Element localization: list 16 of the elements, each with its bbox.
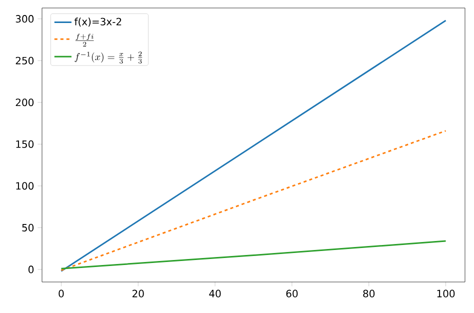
y-tick-label: 50 xyxy=(22,224,34,232)
x-tick-label: 20 xyxy=(132,290,144,298)
y-tick-label: 150 xyxy=(16,140,34,148)
x-tick-label: 40 xyxy=(209,290,221,298)
y-tick-label: 200 xyxy=(16,98,34,106)
x-tick-label: 60 xyxy=(286,290,298,298)
legend-label: $f^{-1}(x)=\frac{x}{3}+\frac{2}{3}$ xyxy=(74,51,142,64)
y-tick-label: 250 xyxy=(16,56,34,64)
y-tick-label: 300 xyxy=(16,15,34,23)
legend-label: $\frac{f+fi}{2}$ xyxy=(75,34,94,47)
x-tick-label: 80 xyxy=(363,290,375,298)
x-tick-label: 100 xyxy=(437,290,455,298)
x-tick-label: 0 xyxy=(58,290,64,298)
legend-label: f(x)=3x-2 xyxy=(74,18,122,27)
y-tick-label: 0 xyxy=(28,266,34,274)
y-tick-label: 100 xyxy=(16,182,34,190)
